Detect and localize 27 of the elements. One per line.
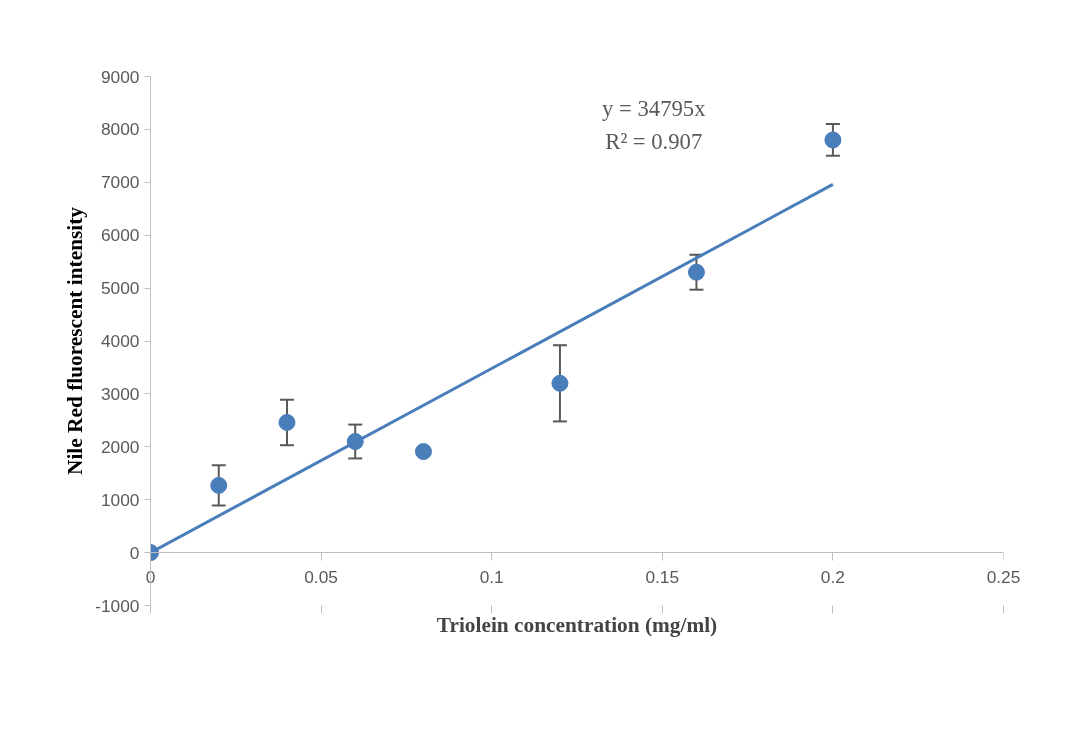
annotation: y = 34795x <box>602 95 707 121</box>
y-tick-label: 5000 <box>100 278 140 299</box>
y-tick-label: 7000 <box>100 172 140 193</box>
point <box>824 131 842 149</box>
y-tick-label: 0 <box>129 542 140 563</box>
x-tick-label: 0.15 <box>645 566 680 587</box>
y-tick-label: 6000 <box>100 225 140 246</box>
y-tick-label: 9000 <box>100 66 140 87</box>
y-axis-title: Nile Red fluorescent intensity <box>63 206 88 475</box>
annotation: R² = 0.907 <box>605 129 703 155</box>
y-tick-label: 8000 <box>100 119 140 140</box>
x-tick-label: 0.1 <box>479 566 504 587</box>
point <box>551 374 569 392</box>
y-tick-label: 1000 <box>100 489 140 510</box>
x-tick-label: 0.05 <box>304 566 338 587</box>
x-axis-title: Triolein concentration (mg/ml) <box>436 612 718 637</box>
point <box>346 433 364 450</box>
point <box>414 443 432 461</box>
y-tick-label: 2000 <box>100 436 140 457</box>
x-tick-label: 0.25 <box>986 566 1021 587</box>
x-tick-label: 0.2 <box>820 566 845 587</box>
point <box>687 263 705 281</box>
y-tick-label: 4000 <box>100 331 140 351</box>
point <box>210 476 228 494</box>
point <box>278 413 296 431</box>
y-tick-label: -1000 <box>95 595 140 616</box>
y-tick-label: 3000 <box>100 383 140 404</box>
